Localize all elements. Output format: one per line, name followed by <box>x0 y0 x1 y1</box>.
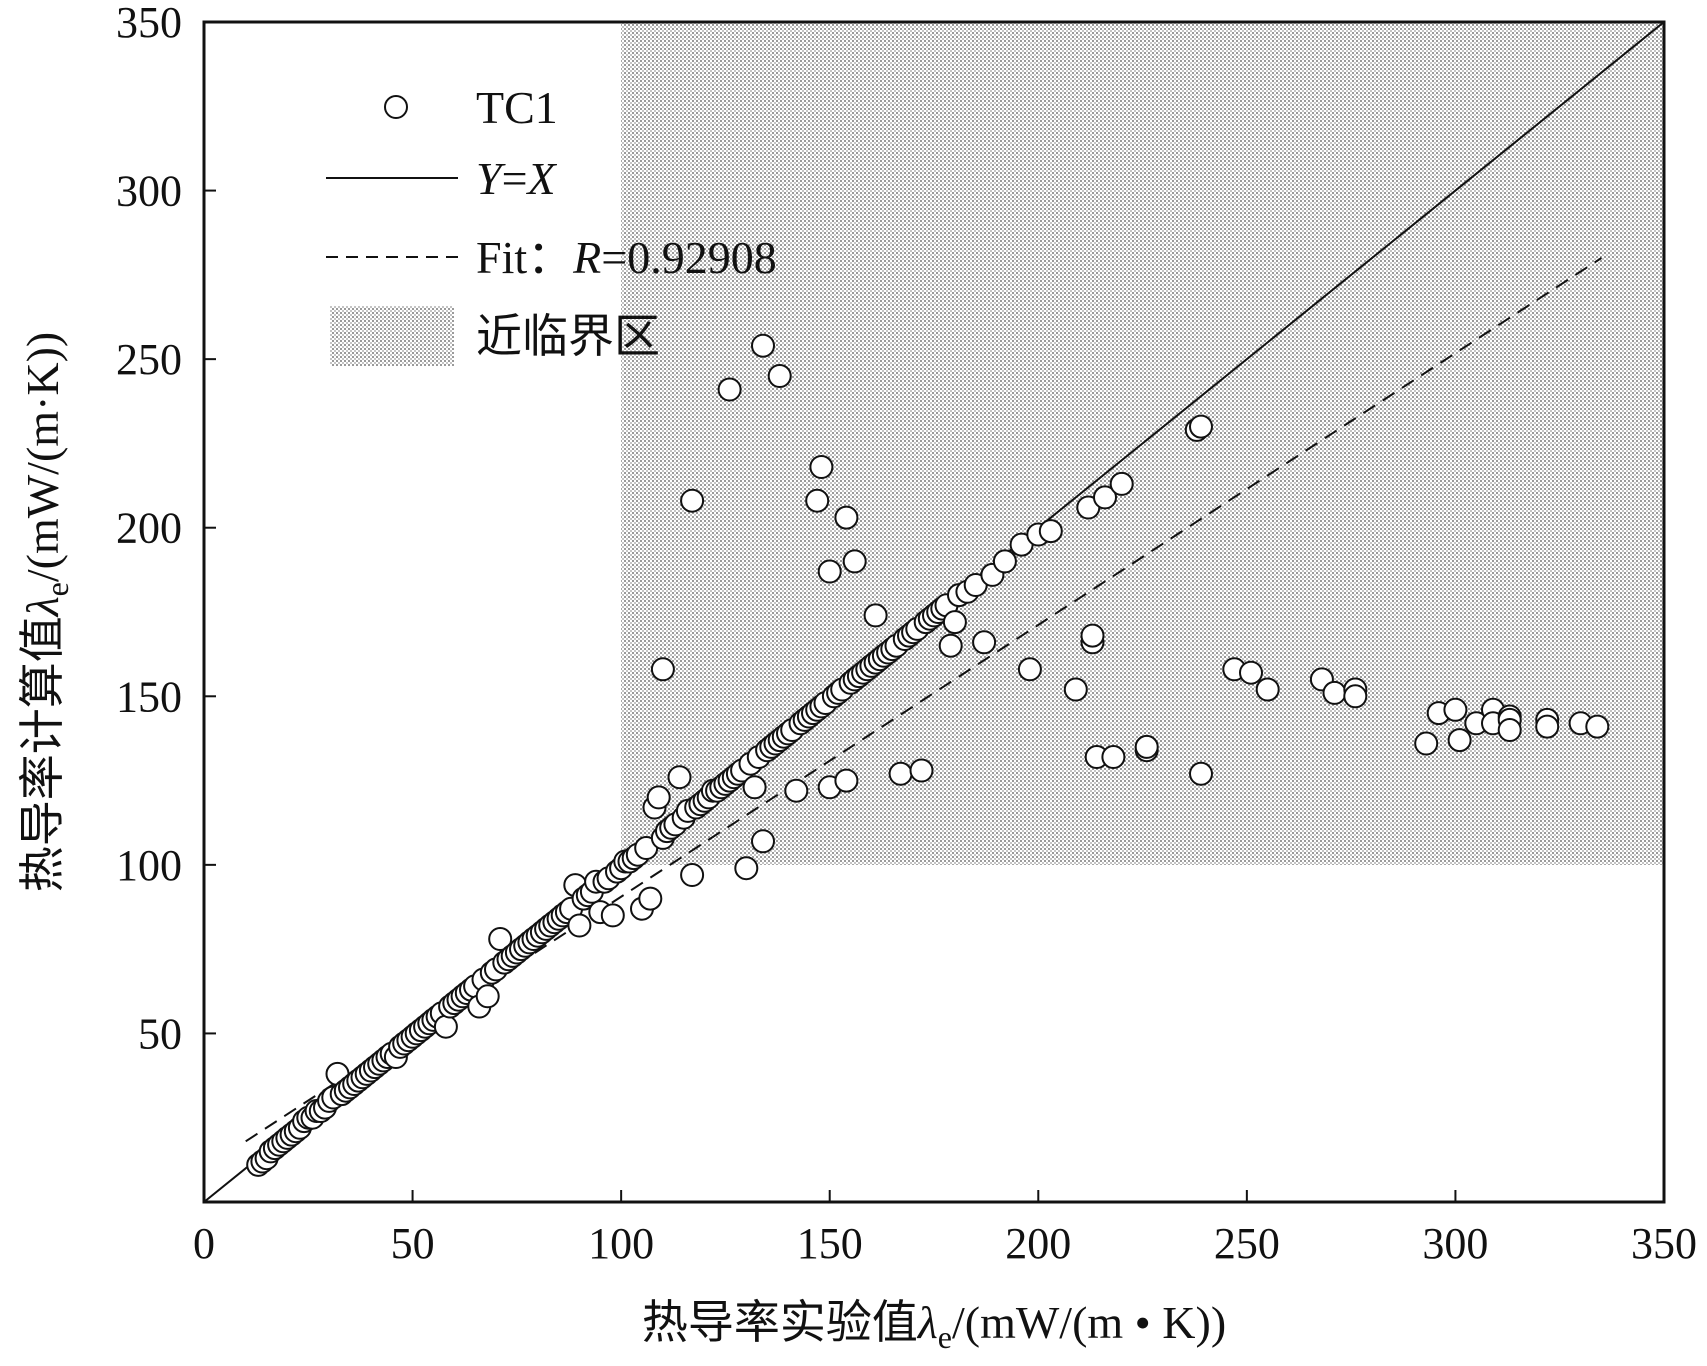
data-point <box>1134 734 1159 759</box>
fit-line <box>245 257 1602 1143</box>
legend-region-label: 近临界区 <box>476 309 660 363</box>
y-tick-label: 50 <box>138 1009 182 1058</box>
data-point <box>767 364 792 388</box>
legend-region-swatch <box>330 306 454 366</box>
data-point <box>751 829 775 854</box>
data-point <box>751 333 775 358</box>
data-point <box>567 913 592 938</box>
data-point <box>433 1014 458 1039</box>
data-point <box>600 903 625 928</box>
x-tick-label: 0 <box>193 1219 215 1268</box>
x-tick-label: 50 <box>391 1219 435 1268</box>
legend-identity-label: Y=X <box>476 153 558 204</box>
y-axis-title: 热导率计算值λe/(mW/(m·K)) <box>15 332 75 893</box>
data-point <box>1189 761 1213 786</box>
data-point <box>1017 657 1042 682</box>
data-point <box>1101 745 1126 769</box>
data-point <box>809 455 834 479</box>
x-tick-label: 250 <box>1214 1219 1280 1268</box>
y-tick-label: 300 <box>116 167 182 216</box>
data-point <box>784 778 809 803</box>
data-point <box>680 863 705 887</box>
data-point <box>646 785 671 810</box>
data-point <box>742 775 767 800</box>
data-point <box>888 761 913 786</box>
data-point <box>1535 714 1560 739</box>
legend: TC1 Y=X Fit：R=0.92908 近临界区 <box>326 82 777 366</box>
data-points <box>246 333 1610 1177</box>
data-point <box>1414 731 1439 756</box>
data-point <box>972 630 997 655</box>
data-point <box>805 488 830 513</box>
data-point <box>1585 714 1610 739</box>
data-point <box>1343 684 1368 709</box>
data-point <box>475 984 500 1009</box>
data-point <box>717 377 742 402</box>
data-point <box>842 549 867 574</box>
data-point <box>942 610 967 635</box>
data-point <box>834 768 859 793</box>
x-tick-label: 200 <box>1005 1219 1071 1268</box>
y-tick-label: 150 <box>116 672 182 721</box>
legend-scatter-label: TC1 <box>476 82 558 133</box>
data-point <box>1063 677 1088 702</box>
x-axis-title: 热导率实验值λe/(mW/(m • K)) <box>642 1295 1226 1355</box>
data-point <box>1080 623 1105 648</box>
data-point <box>650 657 675 682</box>
data-point <box>1189 414 1213 439</box>
legend-scatter-marker <box>384 95 408 119</box>
x-tick-label: 300 <box>1422 1219 1488 1268</box>
data-point <box>909 758 934 783</box>
x-tick-label: 150 <box>797 1219 863 1268</box>
data-point <box>638 886 663 911</box>
y-tick-label: 250 <box>116 335 182 384</box>
legend-fit-label: Fit：R=0.92908 <box>476 232 777 283</box>
data-point <box>834 505 859 530</box>
y-tick-label: 350 <box>116 0 182 47</box>
data-point <box>817 559 842 584</box>
data-point <box>734 856 759 881</box>
data-point <box>992 549 1017 574</box>
data-point <box>1239 660 1263 685</box>
x-tick-label: 100 <box>588 1219 654 1268</box>
data-point <box>1443 697 1468 722</box>
data-point <box>1322 680 1347 705</box>
y-tick-label: 100 <box>116 841 182 890</box>
data-point <box>1447 728 1472 753</box>
x-tick-label: 350 <box>1631 1219 1697 1268</box>
tick-labels: 0 50 100 150 200 250 300 350 50 100 150 200 250 300 35… <box>116 0 1697 1268</box>
data-point <box>680 488 705 513</box>
plot-frame <box>202 20 1666 1204</box>
data-point <box>1109 471 1134 496</box>
data-point <box>667 765 692 790</box>
data-point <box>938 633 963 658</box>
data-point <box>863 603 888 628</box>
data-point <box>1038 519 1063 544</box>
data-point <box>1255 677 1280 702</box>
axis-ticks <box>203 21 1665 1202</box>
y-tick-label: 200 <box>116 504 182 553</box>
data-point <box>1497 718 1522 742</box>
data-point <box>1093 485 1117 510</box>
data-point <box>488 927 513 951</box>
